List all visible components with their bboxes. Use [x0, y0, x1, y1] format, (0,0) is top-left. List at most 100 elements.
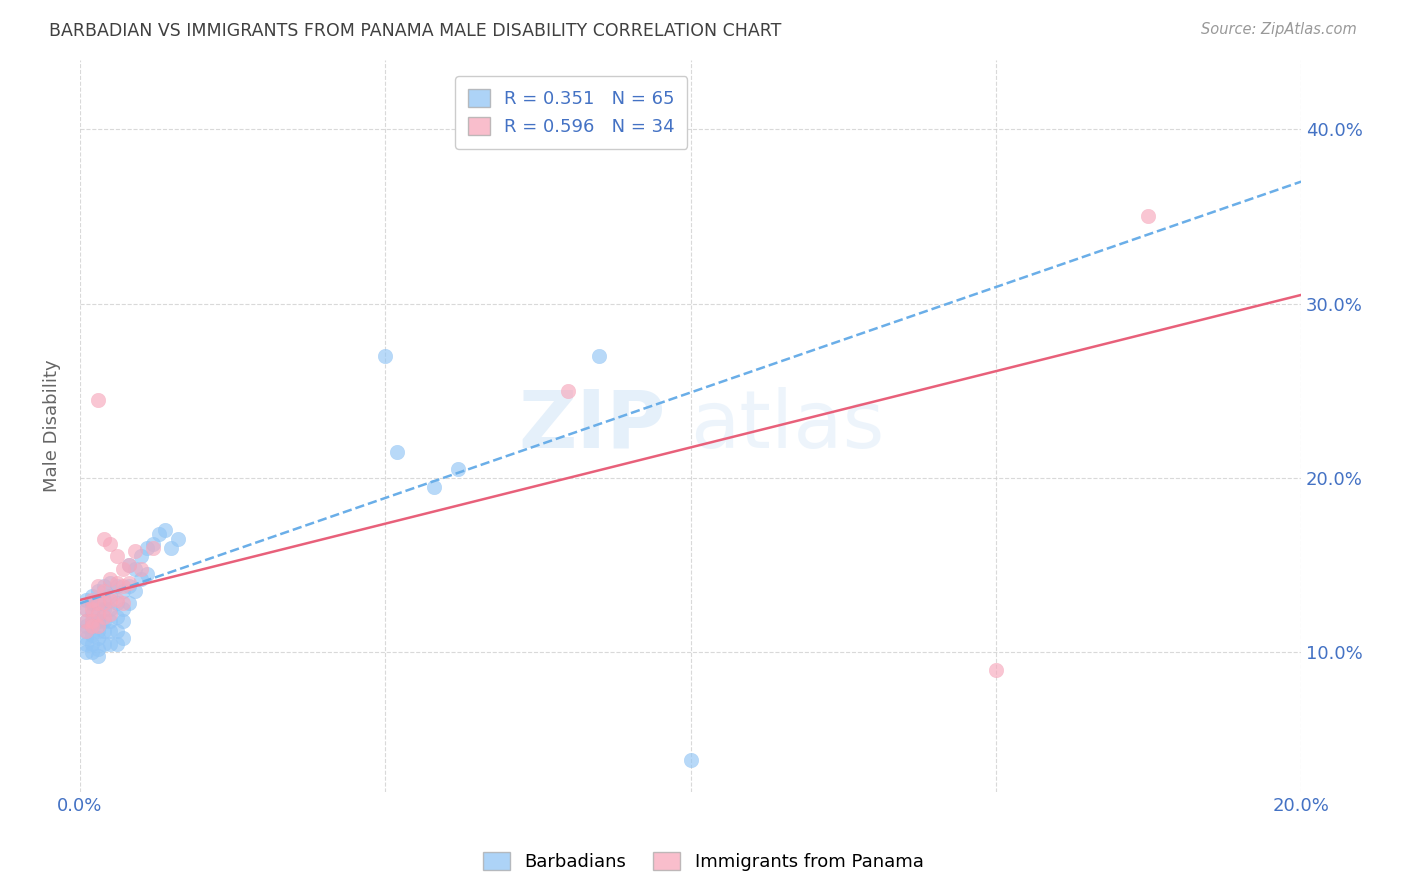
- Point: [80, 619, 103, 633]
- Point: [75, 632, 97, 646]
- Point: [80, 607, 103, 621]
- Point: [80, 593, 103, 607]
- Point: [87, 392, 110, 407]
- Point: [557, 384, 579, 398]
- Point: [80, 645, 103, 659]
- Point: [87, 597, 110, 611]
- Point: [679, 753, 702, 767]
- Point: [80, 636, 103, 650]
- Point: [80, 590, 103, 604]
- Point: [87, 607, 110, 621]
- Point: [87, 607, 110, 621]
- Point: [75, 636, 97, 650]
- Point: [166, 532, 188, 546]
- Point: [129, 549, 152, 564]
- Point: [80, 614, 103, 628]
- Legend: R = 0.351   N = 65, R = 0.596   N = 34: R = 0.351 N = 65, R = 0.596 N = 34: [456, 76, 688, 149]
- Point: [111, 584, 134, 599]
- Y-axis label: Male Disability: Male Disability: [44, 359, 60, 492]
- Point: [100, 593, 122, 607]
- Point: [93, 614, 115, 628]
- Point: [111, 614, 134, 628]
- Point: [75, 614, 97, 628]
- Point: [148, 526, 170, 541]
- Point: [75, 614, 97, 628]
- Point: [100, 575, 122, 590]
- Point: [155, 523, 177, 537]
- Point: [118, 575, 141, 590]
- Point: [80, 601, 103, 615]
- Point: [105, 636, 128, 650]
- Point: [160, 541, 183, 555]
- Point: [124, 544, 146, 558]
- Point: [100, 614, 122, 628]
- Point: [118, 597, 141, 611]
- Point: [93, 532, 115, 546]
- Point: [93, 610, 115, 624]
- Point: [75, 624, 97, 639]
- Point: [105, 597, 128, 611]
- Point: [100, 624, 122, 639]
- Point: [142, 541, 165, 555]
- Point: [111, 561, 134, 575]
- Point: [93, 593, 115, 607]
- Text: ZIP: ZIP: [519, 386, 666, 465]
- Point: [100, 607, 122, 621]
- Point: [80, 597, 103, 611]
- Point: [87, 641, 110, 656]
- Point: [100, 590, 122, 604]
- Point: [374, 349, 396, 363]
- Point: [111, 597, 134, 611]
- Point: [105, 624, 128, 639]
- Point: [87, 648, 110, 663]
- Point: [129, 572, 152, 586]
- Point: [80, 619, 103, 633]
- Text: atlas: atlas: [690, 386, 884, 465]
- Point: [75, 645, 97, 659]
- Point: [1137, 210, 1160, 224]
- Point: [75, 601, 97, 615]
- Point: [105, 593, 128, 607]
- Point: [105, 610, 128, 624]
- Point: [75, 593, 97, 607]
- Point: [111, 579, 134, 593]
- Text: BARBADIAN VS IMMIGRANTS FROM PANAMA MALE DISABILITY CORRELATION CHART: BARBADIAN VS IMMIGRANTS FROM PANAMA MALE…: [49, 22, 782, 40]
- Point: [136, 541, 159, 555]
- Point: [118, 579, 141, 593]
- Point: [75, 601, 97, 615]
- Point: [87, 584, 110, 599]
- Point: [105, 575, 128, 590]
- Text: Source: ZipAtlas.com: Source: ZipAtlas.com: [1201, 22, 1357, 37]
- Point: [87, 632, 110, 646]
- Point: [142, 537, 165, 551]
- Point: [105, 549, 128, 564]
- Point: [111, 601, 134, 615]
- Point: [124, 561, 146, 575]
- Point: [447, 462, 470, 476]
- Point: [100, 537, 122, 551]
- Point: [87, 579, 110, 593]
- Point: [100, 572, 122, 586]
- Point: [93, 597, 115, 611]
- Point: [100, 601, 122, 615]
- Point: [984, 663, 1007, 677]
- Point: [100, 636, 122, 650]
- Point: [80, 628, 103, 642]
- Point: [387, 444, 409, 458]
- Point: [111, 632, 134, 646]
- Point: [75, 619, 97, 633]
- Legend: Barbadians, Immigrants from Panama: Barbadians, Immigrants from Panama: [475, 845, 931, 879]
- Point: [136, 566, 159, 581]
- Point: [93, 636, 115, 650]
- Point: [118, 558, 141, 573]
- Point: [423, 480, 446, 494]
- Point: [93, 624, 115, 639]
- Point: [87, 614, 110, 628]
- Point: [87, 597, 110, 611]
- Point: [80, 614, 103, 628]
- Point: [93, 601, 115, 615]
- Point: [93, 579, 115, 593]
- Point: [588, 349, 610, 363]
- Point: [129, 561, 152, 575]
- Point: [87, 619, 110, 633]
